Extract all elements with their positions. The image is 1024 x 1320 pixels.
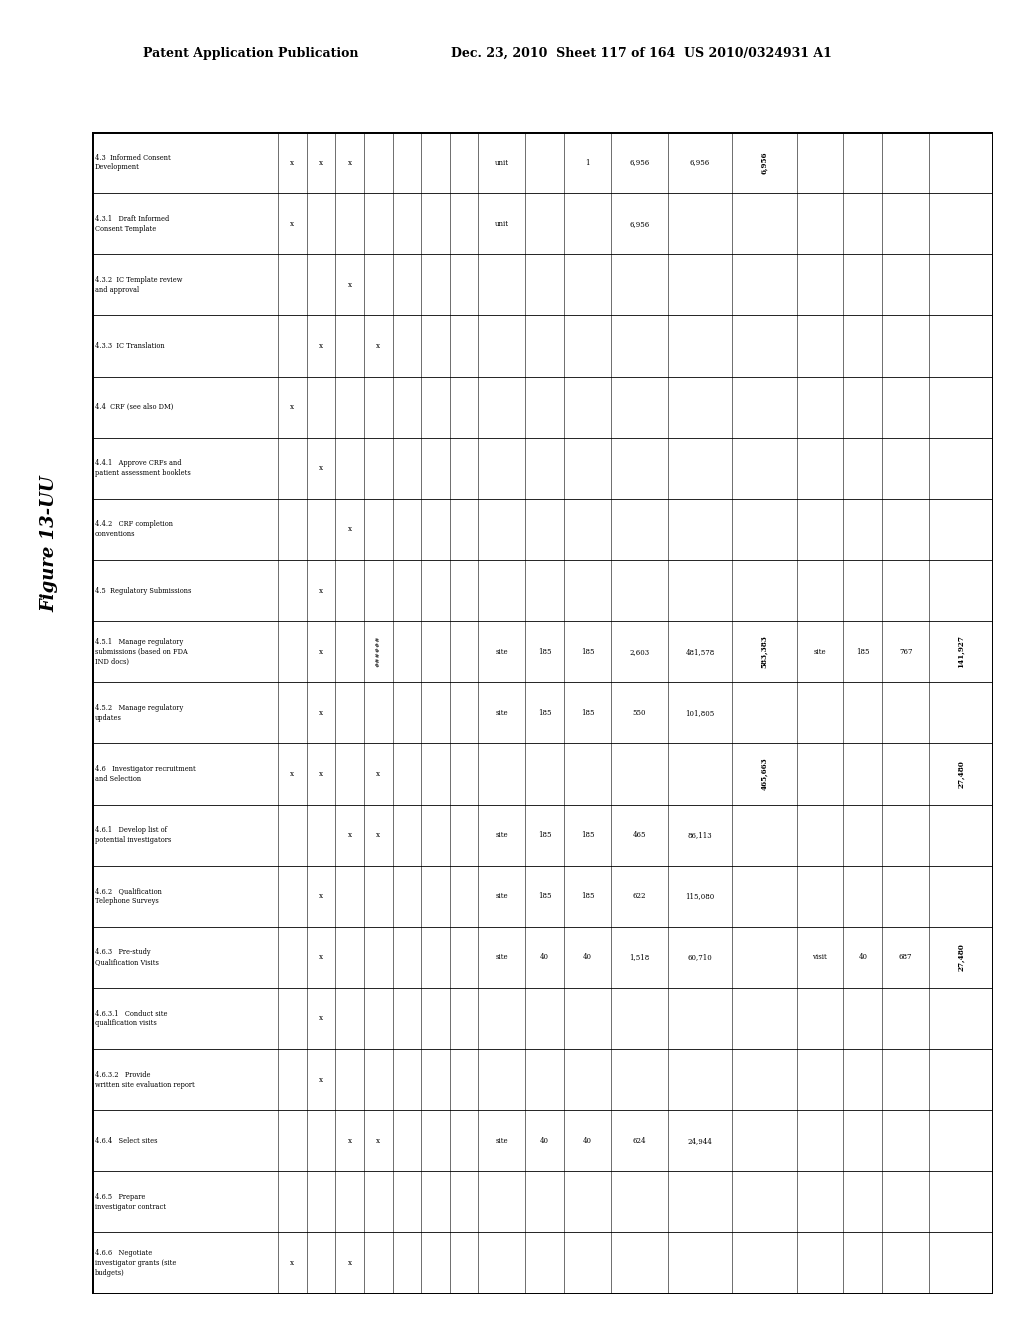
Text: site: site	[496, 709, 508, 717]
Text: site: site	[496, 832, 508, 840]
Text: 4.4  CRF (see also DM): 4.4 CRF (see also DM)	[95, 403, 173, 411]
Text: 6,956: 6,956	[629, 158, 649, 166]
Text: 27,480: 27,480	[957, 944, 965, 972]
Text: 24,944: 24,944	[688, 1137, 713, 1144]
Text: x: x	[318, 1076, 324, 1084]
Text: unit: unit	[495, 219, 509, 228]
Text: x: x	[318, 1015, 324, 1023]
Text: 185: 185	[856, 648, 869, 656]
Text: 767: 767	[899, 648, 912, 656]
Text: 185: 185	[581, 709, 594, 717]
Text: 4.6.3.1   Conduct site
qualification visits: 4.6.3.1 Conduct site qualification visit…	[95, 1010, 167, 1027]
Text: site: site	[496, 648, 508, 656]
Text: x: x	[347, 525, 351, 533]
Text: 1,518: 1,518	[629, 953, 649, 961]
Text: 40: 40	[540, 1137, 549, 1144]
Text: x: x	[376, 770, 380, 777]
Text: 4.6.3   Pre-study
Qualification Visits: 4.6.3 Pre-study Qualification Visits	[95, 949, 159, 966]
Text: 465: 465	[633, 832, 646, 840]
Text: 185: 185	[538, 648, 551, 656]
Text: x: x	[376, 1137, 380, 1144]
Text: x: x	[376, 342, 380, 350]
Text: x: x	[347, 1137, 351, 1144]
Text: 4.4.2   CRF completion
conventions: 4.4.2 CRF completion conventions	[95, 520, 173, 539]
Text: 6,956: 6,956	[761, 152, 768, 174]
Text: x: x	[291, 1259, 295, 1267]
Text: 115,080: 115,080	[685, 892, 715, 900]
Text: 141,927: 141,927	[957, 635, 965, 668]
Text: 4.5.2   Manage regulatory
updates: 4.5.2 Manage regulatory updates	[95, 704, 183, 722]
Text: 4.3.3  IC Translation: 4.3.3 IC Translation	[95, 342, 165, 350]
Text: 6,956: 6,956	[690, 158, 711, 166]
Text: 40: 40	[583, 1137, 592, 1144]
Text: 185: 185	[538, 709, 551, 717]
Text: x: x	[318, 953, 324, 961]
Text: x: x	[318, 158, 324, 166]
Text: x: x	[318, 892, 324, 900]
Text: 4.3.2  IC Template review
and approval: 4.3.2 IC Template review and approval	[95, 276, 182, 294]
Text: 86,113: 86,113	[688, 832, 713, 840]
Text: ######: ######	[376, 636, 381, 668]
Text: 40: 40	[583, 953, 592, 961]
Text: 185: 185	[581, 832, 594, 840]
Text: 185: 185	[581, 892, 594, 900]
Text: 583,383: 583,383	[761, 635, 768, 668]
Text: x: x	[376, 832, 380, 840]
Text: 4.6.3.2   Provide
written site evaluation report: 4.6.3.2 Provide written site evaluation …	[95, 1071, 195, 1089]
Text: site: site	[496, 1137, 508, 1144]
Text: 101,805: 101,805	[685, 709, 715, 717]
Text: x: x	[347, 281, 351, 289]
Text: x: x	[347, 158, 351, 166]
Text: x: x	[291, 219, 295, 228]
Text: 4.6.6   Negotiate
investigator grants (site
budgets): 4.6.6 Negotiate investigator grants (sit…	[95, 1249, 176, 1276]
Text: 4.5.1   Manage regulatory
submissions (based on FDA
IND docs): 4.5.1 Manage regulatory submissions (bas…	[95, 638, 187, 665]
Text: 185: 185	[581, 648, 594, 656]
Text: 185: 185	[538, 832, 551, 840]
Text: site: site	[496, 953, 508, 961]
Text: Dec. 23, 2010  Sheet 117 of 164  US 2010/0324931 A1: Dec. 23, 2010 Sheet 117 of 164 US 2010/0…	[451, 46, 831, 59]
Text: 624: 624	[633, 1137, 646, 1144]
Text: 4.3.1   Draft Informed
Consent Template: 4.3.1 Draft Informed Consent Template	[95, 215, 169, 232]
Text: x: x	[318, 648, 324, 656]
Text: 622: 622	[633, 892, 646, 900]
Text: 4.6.4   Select sites: 4.6.4 Select sites	[95, 1137, 158, 1144]
Text: 481,578: 481,578	[685, 648, 715, 656]
Text: x: x	[318, 709, 324, 717]
Text: x: x	[318, 465, 324, 473]
Text: 60,710: 60,710	[688, 953, 713, 961]
Text: x: x	[318, 586, 324, 594]
Text: 4.6   Investigator recruitment
and Selection: 4.6 Investigator recruitment and Selecti…	[95, 766, 196, 783]
Text: site: site	[496, 892, 508, 900]
Text: 185: 185	[538, 892, 551, 900]
Text: Figure 13-UU: Figure 13-UU	[41, 475, 58, 611]
Text: 27,480: 27,480	[957, 760, 965, 788]
Text: x: x	[291, 403, 295, 411]
Text: x: x	[291, 158, 295, 166]
Text: 4.3  Informed Consent
Development: 4.3 Informed Consent Development	[95, 153, 171, 172]
Text: 4.5  Regulatory Submissions: 4.5 Regulatory Submissions	[95, 586, 191, 594]
Text: 465,663: 465,663	[761, 758, 768, 791]
Text: 550: 550	[633, 709, 646, 717]
Text: 6,956: 6,956	[629, 219, 649, 228]
Text: unit: unit	[495, 158, 509, 166]
Text: 2,603: 2,603	[629, 648, 649, 656]
Text: 687: 687	[899, 953, 912, 961]
Text: 4.6.5   Prepare
investigator contract: 4.6.5 Prepare investigator contract	[95, 1193, 166, 1210]
Text: x: x	[347, 1259, 351, 1267]
Text: 40: 40	[540, 953, 549, 961]
Text: visit: visit	[812, 953, 827, 961]
Text: x: x	[347, 832, 351, 840]
Text: 1: 1	[585, 158, 590, 166]
Text: x: x	[291, 770, 295, 777]
Text: 4.6.2   Qualification
Telephone Surveys: 4.6.2 Qualification Telephone Surveys	[95, 887, 162, 906]
Text: site: site	[813, 648, 826, 656]
Text: 4.4.1   Approve CRFs and
patient assessment booklets: 4.4.1 Approve CRFs and patient assessmen…	[95, 459, 190, 477]
Text: x: x	[318, 770, 324, 777]
Text: x: x	[318, 342, 324, 350]
Text: Patent Application Publication: Patent Application Publication	[143, 46, 358, 59]
Text: 40: 40	[858, 953, 867, 961]
Text: 4.6.1   Develop list of
potential investigators: 4.6.1 Develop list of potential investig…	[95, 826, 171, 843]
